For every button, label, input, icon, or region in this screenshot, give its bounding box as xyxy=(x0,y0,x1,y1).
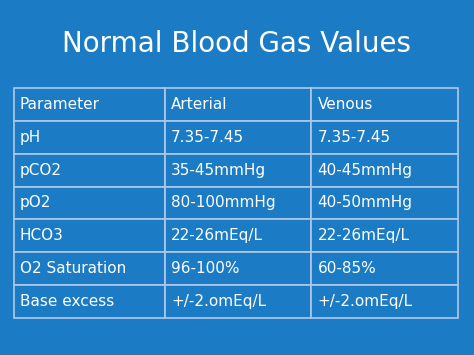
Text: 35-45mmHg: 35-45mmHg xyxy=(171,163,266,178)
Bar xyxy=(311,154,458,187)
Text: Base excess: Base excess xyxy=(20,294,114,309)
Text: Arterial: Arterial xyxy=(171,97,228,112)
Text: 7.35-7.45: 7.35-7.45 xyxy=(318,130,391,145)
Bar xyxy=(165,285,311,318)
Text: 22-26mEq/L: 22-26mEq/L xyxy=(318,228,410,244)
Bar xyxy=(165,187,311,219)
Bar xyxy=(165,154,311,187)
Bar xyxy=(14,187,165,219)
Text: Parameter: Parameter xyxy=(20,97,100,112)
Text: pO2: pO2 xyxy=(20,196,51,211)
Text: O2 Saturation: O2 Saturation xyxy=(20,261,126,276)
Bar xyxy=(311,187,458,219)
Bar xyxy=(311,121,458,154)
Text: 60-85%: 60-85% xyxy=(318,261,376,276)
Text: +/-2.omEq/L: +/-2.omEq/L xyxy=(171,294,266,309)
Bar xyxy=(14,88,165,121)
Bar xyxy=(311,88,458,121)
Text: 40-50mmHg: 40-50mmHg xyxy=(318,196,412,211)
Text: 80-100mmHg: 80-100mmHg xyxy=(171,196,275,211)
Bar xyxy=(14,154,165,187)
Text: Venous: Venous xyxy=(318,97,373,112)
Text: +/-2.omEq/L: +/-2.omEq/L xyxy=(318,294,412,309)
Bar xyxy=(311,285,458,318)
Text: 7.35-7.45: 7.35-7.45 xyxy=(171,130,244,145)
Text: 96-100%: 96-100% xyxy=(171,261,239,276)
Bar xyxy=(165,252,311,285)
Bar xyxy=(14,121,165,154)
Bar xyxy=(14,219,165,252)
Bar xyxy=(14,252,165,285)
Bar xyxy=(165,219,311,252)
Bar xyxy=(14,285,165,318)
Bar xyxy=(311,252,458,285)
Text: pCO2: pCO2 xyxy=(20,163,62,178)
Text: 40-45mmHg: 40-45mmHg xyxy=(318,163,412,178)
Bar xyxy=(311,219,458,252)
Text: 22-26mEq/L: 22-26mEq/L xyxy=(171,228,263,244)
Text: pH: pH xyxy=(20,130,41,145)
Text: Normal Blood Gas Values: Normal Blood Gas Values xyxy=(63,30,411,58)
Bar xyxy=(165,88,311,121)
Text: HCO3: HCO3 xyxy=(20,228,64,244)
Bar xyxy=(165,121,311,154)
